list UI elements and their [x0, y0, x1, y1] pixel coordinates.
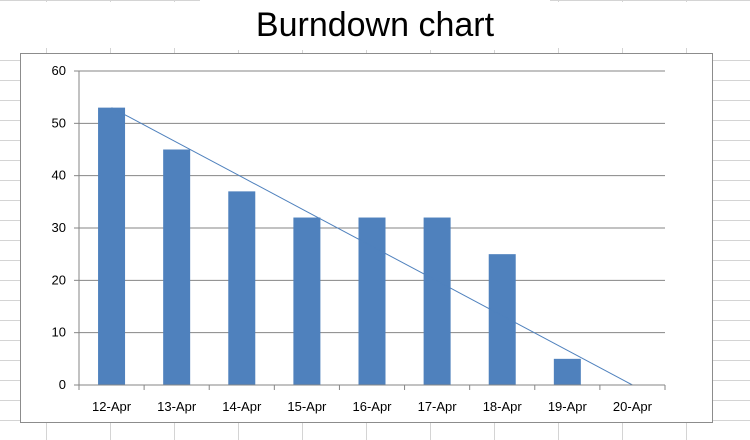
- x-tick-label: 12-Apr: [92, 399, 132, 414]
- bar: [163, 149, 191, 385]
- x-tick-label: 15-Apr: [287, 399, 327, 414]
- y-tick-label: 30: [52, 220, 66, 235]
- y-tick-label: 40: [52, 168, 66, 183]
- ideal-burndown-line: [111, 107, 633, 386]
- ideal-line-series: [111, 107, 633, 386]
- bar-series: [98, 107, 581, 385]
- axes: 0 10 20 30 40 50 60 12-Apr 13-Apr 14-Apr 15-Apr 16-…: [52, 63, 666, 414]
- bar: [488, 254, 516, 385]
- x-tick-label: 18-Apr: [483, 399, 523, 414]
- x-tick-label: 17-Apr: [418, 399, 458, 414]
- chart-title: Burndown chart: [0, 2, 750, 48]
- y-tick-label: 0: [59, 377, 66, 392]
- bar: [358, 217, 386, 385]
- y-tick-label: 60: [52, 63, 66, 78]
- bar: [98, 107, 126, 385]
- x-tick-label: 20-Apr: [613, 399, 653, 414]
- x-tick-label: 14-Apr: [222, 399, 262, 414]
- x-tick-label: 19-Apr: [548, 399, 588, 414]
- y-tick-label: 10: [52, 325, 66, 340]
- x-tick-label: 13-Apr: [157, 399, 197, 414]
- bar: [293, 217, 321, 385]
- y-tick-label: 20: [52, 272, 66, 287]
- bar: [423, 217, 451, 385]
- x-tick-label: 16-Apr: [352, 399, 392, 414]
- bar: [553, 358, 581, 385]
- y-tick-label: 50: [52, 115, 66, 130]
- bar: [228, 191, 256, 385]
